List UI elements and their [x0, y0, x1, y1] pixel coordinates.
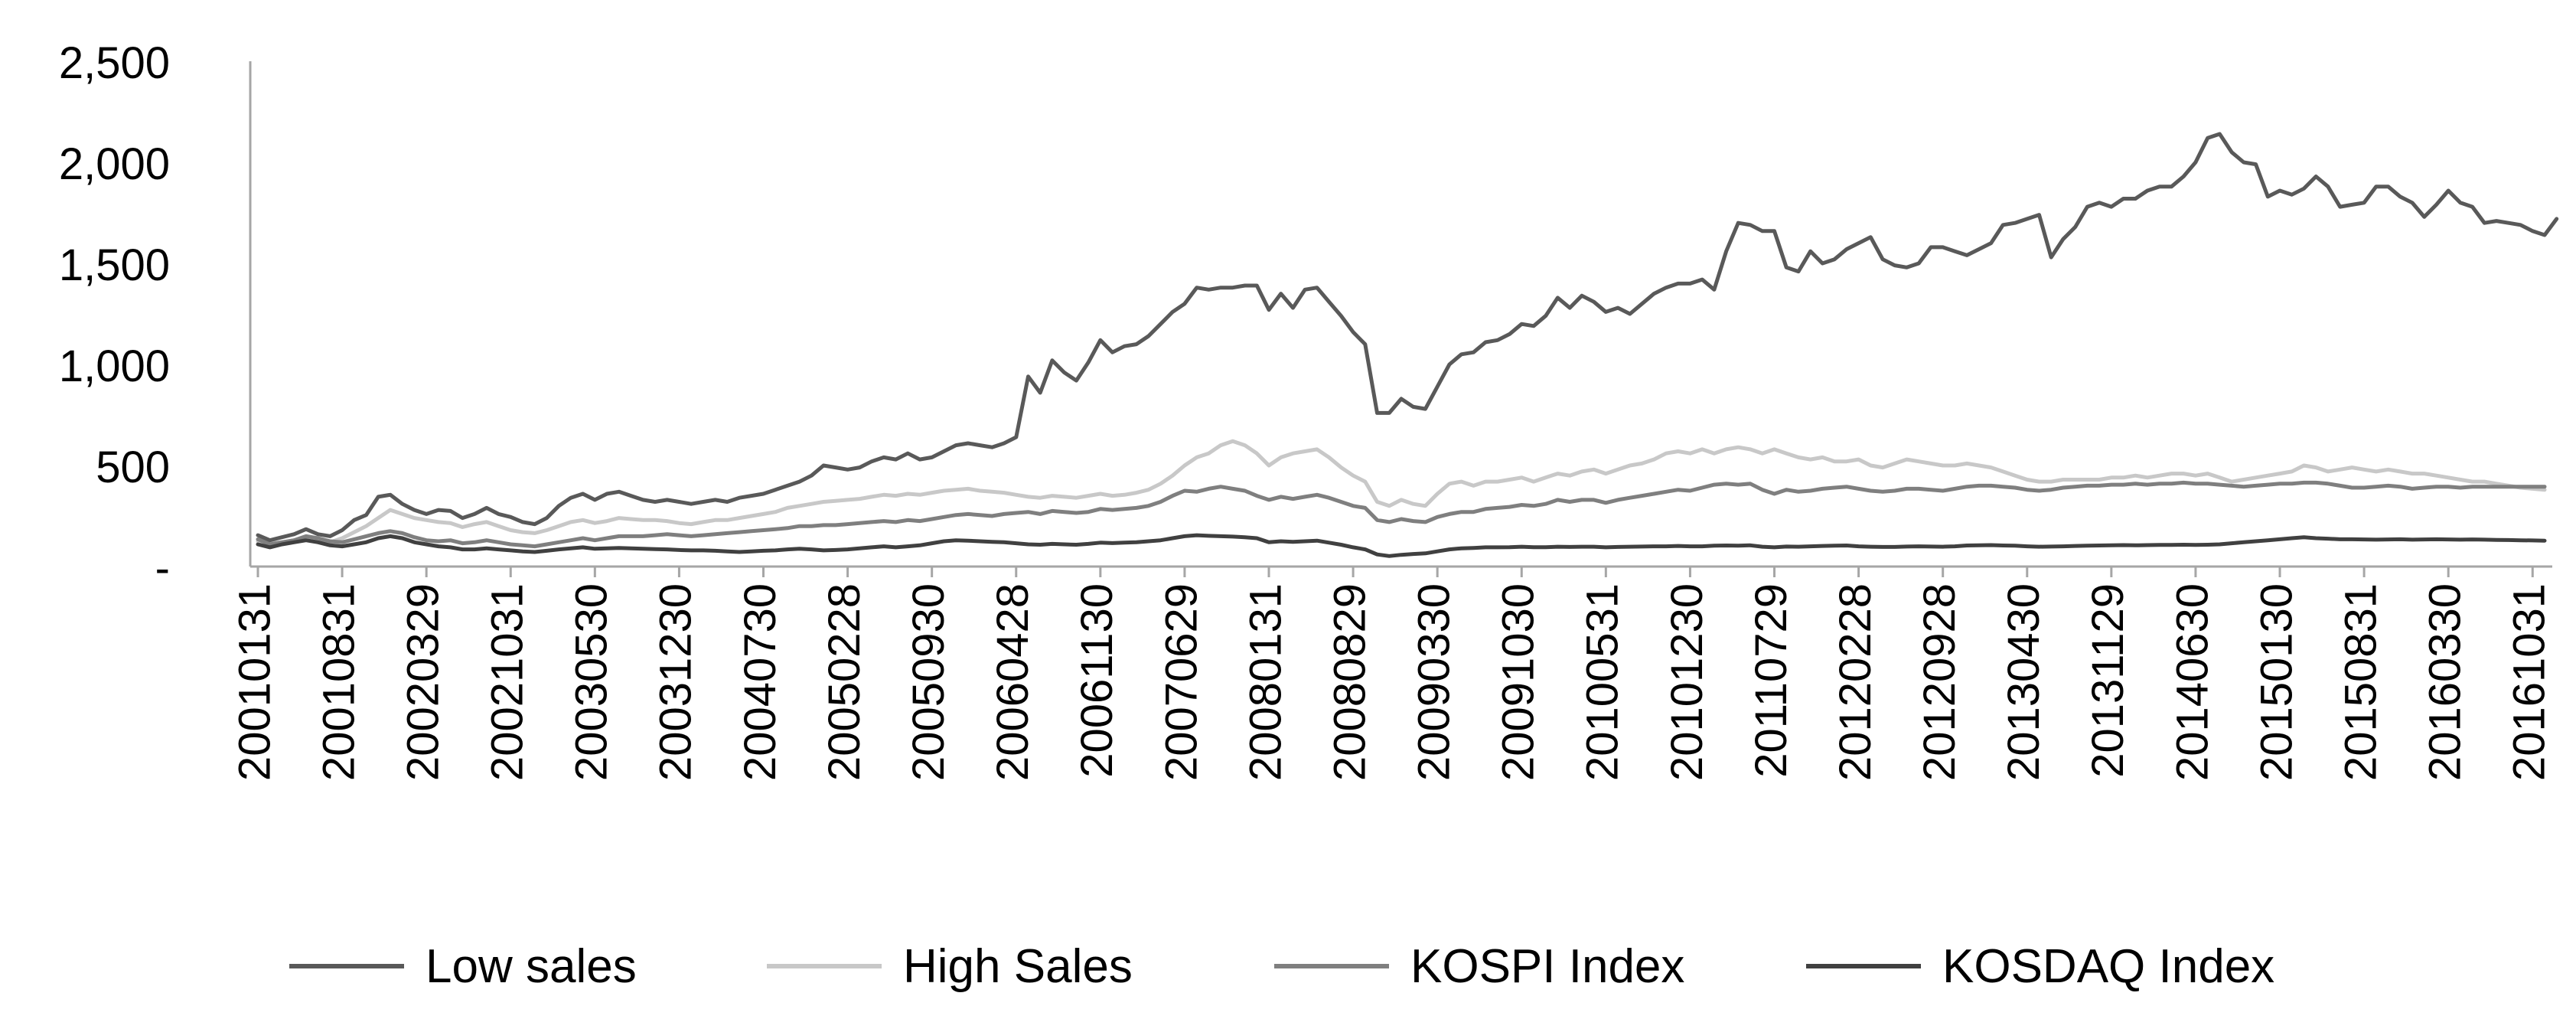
x-tick-label: 20010131	[230, 583, 279, 781]
x-tick-label: 20030530	[567, 583, 617, 781]
y-tick-label: 500	[96, 443, 170, 492]
x-tick-label: 20020329	[398, 583, 448, 781]
series-line-kospi-index	[256, 480, 2547, 549]
legend-label: Low sales	[426, 940, 637, 993]
x-tick-label: 20150130	[2252, 583, 2301, 781]
x-tick-label: 20120928	[1915, 583, 1965, 781]
series-lines	[256, 132, 2559, 558]
y-tick-label: 2,500	[59, 38, 170, 88]
x-tick-label: 20031230	[651, 583, 701, 781]
x-axis-tick-marks	[256, 567, 2534, 577]
x-tick-label: 20140630	[2167, 583, 2217, 781]
y-axis-tick-labels: - 500 1,000 1,500 2,000 2,500	[59, 38, 170, 593]
x-tick-label: 20021031	[483, 583, 533, 781]
legend-label: KOSPI Index	[1410, 940, 1684, 993]
series-line-low-sales	[256, 132, 2559, 543]
y-tick-label: 1,000	[59, 341, 170, 391]
x-tick-label: 20070629	[1156, 583, 1206, 781]
legend: Low sales High Sales KOSPI Index KOSDAQ Ind…	[289, 940, 2274, 993]
x-tick-label: 20160330	[2421, 583, 2470, 781]
x-tick-label: 20161031	[2505, 583, 2555, 781]
x-axis-tick-labels: 20010131 20010831 20020329 20021031 20030530…	[230, 583, 2554, 781]
y-tick-label: -	[155, 544, 170, 593]
x-tick-label: 20050930	[904, 583, 954, 781]
x-tick-label: 20091030	[1494, 583, 1544, 781]
y-tick-label: 1,500	[59, 240, 170, 290]
x-tick-label: 20080131	[1241, 583, 1290, 781]
x-tick-label: 20150831	[2336, 583, 2385, 781]
x-tick-label: 20131129	[2083, 583, 2133, 778]
legend-label: High Sales	[903, 940, 1133, 993]
x-tick-label: 20090330	[1410, 583, 1459, 781]
x-tick-label: 20060428	[988, 583, 1038, 781]
x-tick-label: 20110729	[1746, 583, 1796, 778]
x-tick-label: 20040730	[735, 583, 785, 781]
series-line-kosdaq-index	[256, 533, 2547, 558]
x-tick-label: 20080829	[1325, 583, 1374, 781]
x-tick-label: 20010831	[314, 583, 364, 781]
x-tick-label: 20120228	[1831, 583, 1880, 781]
series-line-high-sales	[256, 439, 2547, 546]
x-tick-label: 20100531	[1578, 583, 1628, 781]
x-tick-label: 20050228	[820, 583, 869, 781]
x-tick-label: 20130430	[1999, 583, 2049, 781]
y-tick-label: 2,000	[59, 139, 170, 189]
x-tick-label: 20061130	[1072, 583, 1122, 778]
legend-label: KOSDAQ Index	[1942, 940, 2274, 993]
x-tick-label: 20101230	[1662, 583, 1712, 781]
